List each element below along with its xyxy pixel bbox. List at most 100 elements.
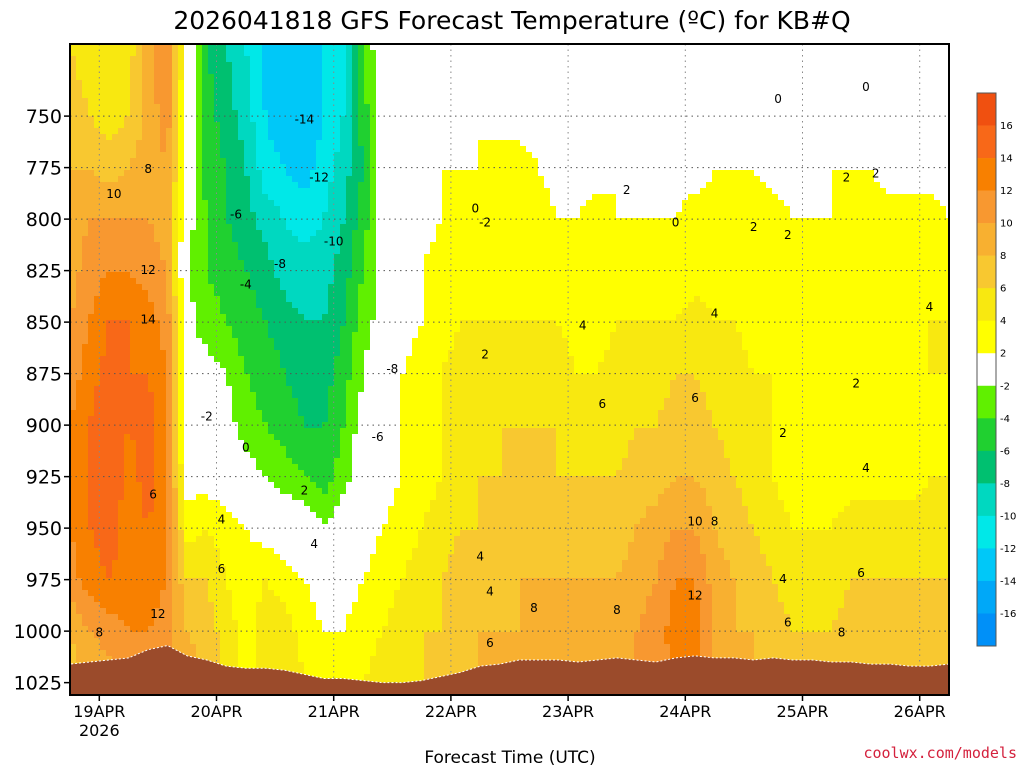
heatmap-cell	[334, 92, 341, 99]
heatmap-cell	[154, 122, 161, 129]
heatmap-cell	[106, 272, 113, 279]
heatmap-cell	[256, 152, 263, 159]
heatmap-cell	[280, 68, 287, 75]
heatmap-cell	[310, 362, 317, 369]
heatmap-cell	[298, 350, 305, 357]
heatmap-cell	[76, 284, 83, 291]
heatmap-cell	[316, 386, 323, 393]
heatmap-cell	[148, 224, 155, 231]
heatmap-cell	[238, 140, 245, 147]
heatmap-cell	[316, 188, 323, 195]
heatmap-cell	[232, 650, 239, 657]
heatmap-cell	[250, 638, 257, 645]
heatmap-cell	[196, 218, 203, 225]
heatmap-cell	[160, 602, 167, 609]
heatmap-cell	[220, 260, 227, 267]
heatmap-cell	[298, 176, 305, 183]
heatmap-cell	[286, 62, 293, 69]
heatmap-cell	[316, 614, 323, 621]
heatmap-cell	[202, 188, 209, 195]
heatmap-cell	[154, 242, 161, 249]
heatmap-cell	[238, 146, 245, 153]
heatmap-cell	[274, 194, 281, 201]
heatmap-cell	[340, 362, 347, 369]
heatmap-cell	[244, 440, 251, 447]
heatmap-cell	[322, 488, 329, 495]
heatmap-cell	[238, 488, 245, 495]
heatmap-cell	[88, 80, 95, 87]
heatmap-cell	[262, 92, 269, 99]
heatmap-cell	[118, 302, 125, 309]
heatmap-cell	[238, 218, 245, 225]
heatmap-cell	[316, 320, 323, 327]
heatmap-cell	[274, 554, 281, 561]
heatmap-cell	[256, 194, 263, 201]
heatmap-cell	[292, 92, 299, 99]
heatmap-cell	[286, 494, 293, 501]
heatmap-cell	[124, 308, 131, 315]
heatmap-cell	[340, 560, 347, 567]
heatmap-cell	[202, 452, 209, 459]
heatmap-cell	[322, 332, 329, 339]
heatmap-cell	[232, 530, 239, 537]
heatmap-cell	[130, 218, 137, 225]
heatmap-cell	[340, 176, 347, 183]
heatmap-cell	[280, 56, 287, 63]
heatmap-cell	[100, 596, 107, 603]
heatmap-cell	[94, 488, 101, 495]
heatmap-cell	[190, 218, 197, 225]
heatmap-cell	[76, 398, 83, 405]
heatmap-cell	[190, 494, 197, 501]
heatmap-cell	[202, 278, 209, 285]
heatmap-cell	[322, 74, 329, 81]
heatmap-cell	[148, 128, 155, 135]
heatmap-cell	[94, 284, 101, 291]
heatmap-cell	[100, 86, 107, 93]
heatmap-cell	[166, 356, 173, 363]
heatmap-cell	[118, 422, 125, 429]
heatmap-cell	[118, 494, 125, 501]
heatmap-cell	[82, 56, 89, 63]
heatmap-cell	[286, 122, 293, 129]
heatmap-cell	[154, 224, 161, 231]
heatmap-cell	[214, 422, 221, 429]
heatmap-cell	[268, 218, 275, 225]
heatmap-cell	[178, 146, 185, 153]
heatmap-cell	[202, 260, 209, 267]
heatmap-cell	[184, 404, 191, 411]
heatmap-cell	[106, 224, 113, 231]
heatmap-cell	[202, 218, 209, 225]
heatmap-cell	[106, 380, 113, 387]
heatmap-cell	[142, 554, 149, 561]
heatmap-cell	[322, 440, 329, 447]
heatmap-cell	[322, 476, 329, 483]
heatmap-cell	[94, 560, 101, 567]
heatmap-cell	[118, 542, 125, 549]
heatmap-cell	[256, 230, 263, 237]
heatmap-cell	[148, 206, 155, 213]
heatmap-cell	[232, 188, 239, 195]
heatmap-cell	[220, 110, 227, 117]
heatmap-cell	[112, 506, 119, 513]
heatmap-cell	[112, 494, 119, 501]
heatmap-cell	[172, 632, 179, 639]
heatmap-cell	[70, 362, 77, 369]
heatmap-cell	[280, 632, 287, 639]
heatmap-cell	[304, 398, 311, 405]
heatmap-cell	[112, 470, 119, 477]
heatmap-cell	[190, 302, 197, 309]
heatmap-cell	[226, 578, 233, 585]
heatmap-cell	[154, 524, 161, 531]
heatmap-cell	[262, 74, 269, 81]
heatmap-cell	[250, 596, 257, 603]
heatmap-cell	[292, 218, 299, 225]
heatmap-cell	[310, 596, 317, 603]
heatmap-cell	[304, 410, 311, 417]
heatmap-cell	[88, 230, 95, 237]
heatmap-cell	[340, 344, 347, 351]
heatmap-cell	[178, 512, 185, 519]
heatmap-cell	[184, 314, 191, 321]
heatmap-cell	[184, 80, 191, 87]
heatmap-cell	[130, 602, 137, 609]
heatmap-cell	[94, 338, 101, 345]
